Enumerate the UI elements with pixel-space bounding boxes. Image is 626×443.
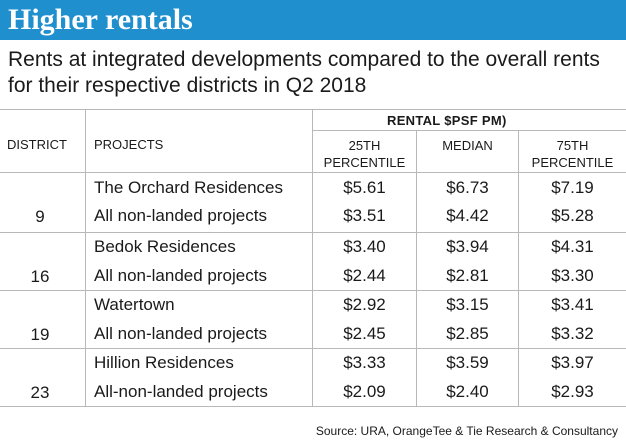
median-value: $3.59 — [446, 353, 489, 372]
title-banner: Higher rentals — [0, 0, 626, 40]
group-rule — [0, 232, 626, 233]
table-bottom-rule — [0, 406, 626, 407]
project-name: All non-landed projects — [94, 266, 267, 285]
column-divider — [416, 130, 417, 406]
p75-value: $3.41 — [551, 295, 594, 314]
project-name: Hillion Residences — [94, 353, 234, 372]
column-divider — [85, 109, 86, 406]
district-cell: 9 — [35, 207, 45, 226]
p25-value: $2.45 — [343, 324, 386, 343]
p25-value: $5.61 — [343, 178, 386, 197]
header-bottom-rule — [0, 172, 626, 173]
project-name: All non-landed projects — [94, 206, 267, 225]
project-name: The Orchard Residences — [94, 178, 283, 197]
header-median: MEDIAN — [442, 138, 493, 153]
p75-value: $2.93 — [551, 382, 594, 401]
median-value: $2.81 — [446, 266, 489, 285]
subtitle: Rents at integrated developments compare… — [8, 48, 600, 97]
header-75th-line1: 75TH — [556, 138, 589, 153]
source-note: Source: URA, OrangeTee & Tie Research & … — [315, 424, 618, 438]
median-value: $2.40 — [446, 382, 489, 401]
p75-value: $5.28 — [551, 206, 594, 225]
header-25th-line1: 25TH — [348, 138, 381, 153]
median-value: $6.73 — [446, 178, 489, 197]
page-title: Higher rentals — [8, 3, 193, 36]
p75-value: $4.31 — [551, 237, 594, 256]
header-rental-group: RENTAL $PSF PM) — [387, 113, 507, 128]
p75-value: $3.32 — [551, 324, 594, 343]
p75-value: $3.97 — [551, 353, 594, 372]
median-value: $2.85 — [446, 324, 489, 343]
project-name: All non-landed projects — [94, 324, 267, 343]
p25-value: $2.92 — [343, 295, 386, 314]
p25-value: $2.44 — [343, 266, 386, 285]
column-divider — [312, 109, 313, 406]
header-25th-line2: PERCENTILE — [323, 155, 406, 170]
header-district: DISTRICT — [7, 137, 67, 152]
median-value: $4.42 — [446, 206, 489, 225]
header-75th-line2: PERCENTILE — [531, 155, 614, 170]
column-divider — [518, 130, 519, 406]
table-top-rule — [0, 109, 626, 110]
district-cell: 16 — [30, 267, 50, 286]
group-rule — [0, 290, 626, 291]
p25-value: $3.33 — [343, 353, 386, 372]
project-name: Watertown — [94, 295, 175, 314]
project-name: Bedok Residences — [94, 237, 236, 256]
p25-value: $3.40 — [343, 237, 386, 256]
p25-value: $3.51 — [343, 206, 386, 225]
district-cell: 23 — [30, 383, 50, 402]
rental-group-rule — [312, 130, 626, 131]
p75-value: $3.30 — [551, 266, 594, 285]
p25-value: $2.09 — [343, 382, 386, 401]
project-name: All-non-landed projects — [94, 382, 268, 401]
median-value: $3.15 — [446, 295, 489, 314]
header-projects: PROJECTS — [94, 137, 164, 152]
district-cell: 19 — [30, 325, 50, 344]
group-rule — [0, 348, 626, 349]
p75-value: $7.19 — [551, 178, 594, 197]
median-value: $3.94 — [446, 237, 489, 256]
